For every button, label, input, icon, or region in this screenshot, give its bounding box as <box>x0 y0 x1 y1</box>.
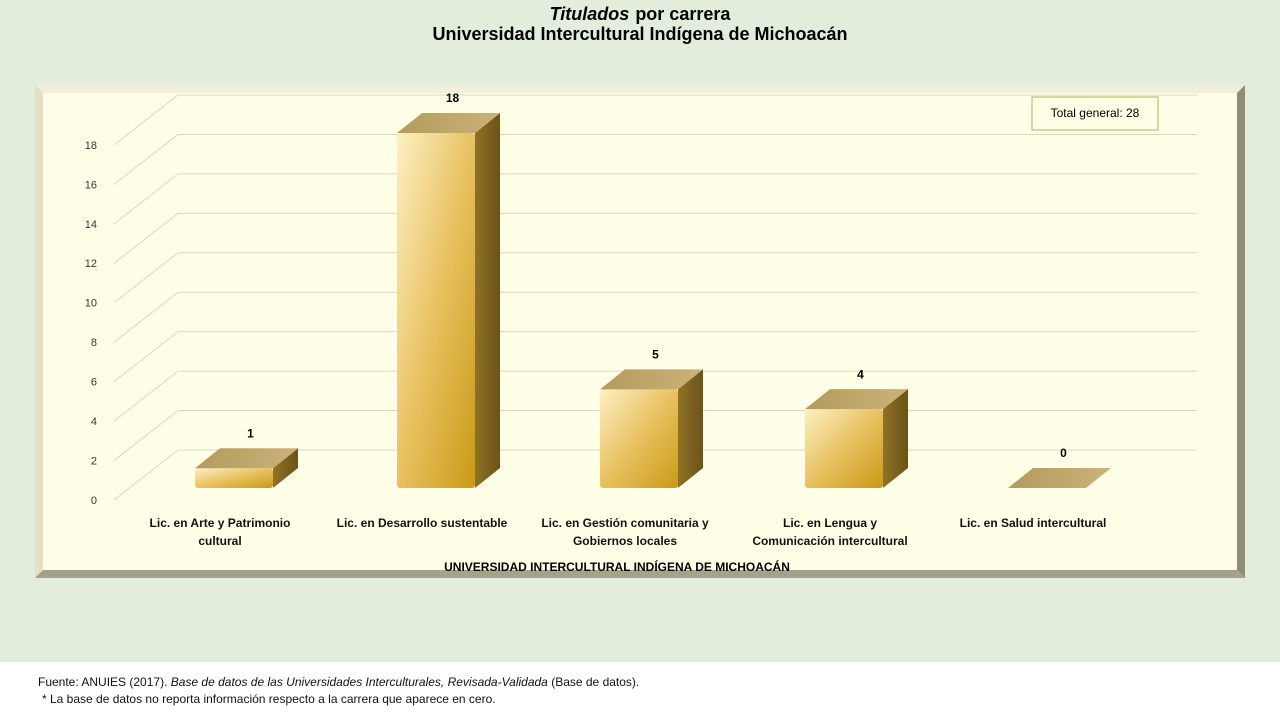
total-annotation: Total general: 28 <box>1051 106 1140 120</box>
title-italic: Titulados <box>550 4 630 24</box>
data-label: 18 <box>446 91 460 105</box>
source-prefix: Fuente: ANUIES (2017). <box>38 675 168 689</box>
grid-line <box>113 449 179 501</box>
x-tick-label: Lic. en Lengua y Comunicación intercultu… <box>752 516 908 548</box>
x-tick-label: Lic. en Salud intercultural <box>959 516 1107 530</box>
bar-side <box>883 389 908 488</box>
bar-side <box>273 448 298 488</box>
chart: Titulados por carrera Universidad Intercu… <box>35 4 1245 578</box>
x-tick-label: Lic. en Desarrollo sustentable <box>336 516 508 530</box>
bar-side <box>678 369 703 488</box>
bar-top <box>397 113 500 133</box>
x-tick-label: Lic. en Arte y Patrimonio cultural <box>149 516 291 548</box>
data-label: 1 <box>247 426 254 440</box>
bar <box>397 133 475 488</box>
bar-top <box>1008 468 1111 488</box>
source-title: Base de datos de las Universidades Inter… <box>170 675 548 689</box>
total-box <box>1031 96 1159 131</box>
grid-line <box>113 410 179 461</box>
panel-bevel <box>35 85 1245 93</box>
y-tick-label: 0 <box>91 495 97 507</box>
source-line: Fuente: ANUIES (2017). Base de datos de … <box>38 674 639 691</box>
y-tick-label: 16 <box>85 179 97 191</box>
chart-subtitle: Universidad Intercultural Indígena de Mi… <box>432 24 847 44</box>
bar <box>195 468 273 488</box>
grid-line <box>113 94 179 146</box>
y-tick-label: 12 <box>85 258 97 270</box>
grid-line <box>113 252 179 304</box>
panel-bevel <box>1237 85 1245 578</box>
x-tick-label: Lic. en Gestión comunitaria y Gobiernos … <box>541 516 709 548</box>
y-tick-label: 6 <box>91 377 97 389</box>
y-tick-label: 14 <box>85 219 97 231</box>
data-label: 4 <box>857 367 864 381</box>
bar <box>805 409 883 488</box>
y-tick-label: 18 <box>85 140 97 152</box>
data-label: 5 <box>652 348 659 362</box>
source-suffix: (Base de datos). <box>551 675 640 689</box>
bar-top <box>600 369 703 390</box>
panel-bevel <box>35 570 1245 578</box>
bar-top <box>805 389 908 410</box>
grid-line <box>113 134 179 185</box>
note: * La base de datos no reporta informació… <box>42 692 496 706</box>
bar-side <box>475 113 500 488</box>
grid-line <box>113 370 179 422</box>
y-tick-label: 8 <box>91 337 97 349</box>
y-tick-label: 2 <box>91 455 97 467</box>
grid-line <box>113 291 179 343</box>
title-rest: por carrera <box>635 4 731 24</box>
bar-top <box>195 448 298 469</box>
grid-line <box>113 173 179 225</box>
footer: Fuente: ANUIES (2017). Base de datos de … <box>38 674 639 708</box>
grid-line <box>113 212 179 264</box>
y-tick-label: 4 <box>91 416 97 428</box>
grid-line <box>113 331 179 383</box>
y-tick-label: 10 <box>85 298 97 310</box>
data-label: 0 <box>1060 446 1067 460</box>
chart-title: Titulados por carrera <box>550 4 732 24</box>
x-axis-title: UNIVERSIDAD INTERCULTURAL INDÍGENA DE MI… <box>444 559 790 574</box>
bar <box>600 389 678 488</box>
panel-bevel <box>35 85 43 578</box>
